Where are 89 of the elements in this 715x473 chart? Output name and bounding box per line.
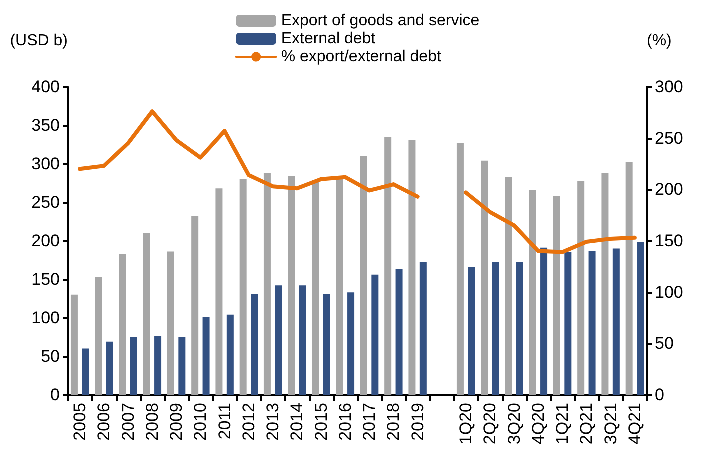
y-tick-label: 400 bbox=[32, 78, 60, 96]
bar bbox=[420, 262, 427, 395]
x-tick-label: 2012 bbox=[239, 403, 258, 441]
x-tick-label: 2Q21 bbox=[577, 403, 596, 445]
bar bbox=[516, 262, 524, 395]
legend-label: Export of goods and service bbox=[281, 12, 480, 30]
bar bbox=[119, 254, 126, 395]
bar bbox=[505, 177, 512, 395]
bar bbox=[529, 190, 536, 395]
legend-label: External debt bbox=[281, 30, 376, 48]
bar bbox=[226, 314, 234, 395]
y-tick-label: 250 bbox=[32, 193, 60, 212]
bar bbox=[106, 342, 114, 395]
y-tick-label: 100 bbox=[32, 308, 60, 328]
bar bbox=[275, 286, 282, 395]
bar bbox=[384, 137, 392, 395]
x-tick-label: 2018 bbox=[384, 403, 404, 441]
bar bbox=[178, 337, 186, 395]
x-tick-label: 4Q21 bbox=[625, 403, 644, 445]
bar bbox=[167, 252, 174, 395]
y-tick-label: 50 bbox=[41, 347, 60, 366]
bar bbox=[602, 173, 609, 395]
bar bbox=[564, 252, 572, 395]
x-tick-label: 2016 bbox=[336, 403, 355, 441]
bar bbox=[82, 348, 90, 395]
bar bbox=[130, 337, 138, 395]
y-tick-label: 300 bbox=[32, 154, 60, 174]
bar bbox=[626, 162, 633, 395]
y2-tick-label: 300 bbox=[655, 78, 684, 96]
bar bbox=[216, 188, 223, 395]
bar bbox=[360, 156, 368, 395]
bar bbox=[553, 196, 560, 395]
x-tick-label: 2005 bbox=[70, 403, 90, 441]
bar bbox=[264, 173, 271, 395]
bar bbox=[95, 277, 102, 395]
y2-tick-label: 200 bbox=[655, 180, 684, 200]
x-tick-label: 2013 bbox=[264, 403, 283, 441]
bar bbox=[468, 267, 476, 395]
bar bbox=[348, 292, 355, 395]
bar bbox=[288, 176, 296, 395]
x-tick-label: 2014 bbox=[288, 403, 307, 441]
x-tick-label: 2008 bbox=[142, 403, 162, 441]
y-tick-label: 200 bbox=[32, 232, 60, 250]
x-tick-label: 1Q21 bbox=[553, 403, 572, 445]
bar bbox=[240, 179, 247, 395]
x-tick-label: 2010 bbox=[191, 403, 210, 441]
y2-tick-label: 0 bbox=[655, 386, 664, 404]
bar bbox=[251, 294, 258, 395]
x-tick-label: 2017 bbox=[360, 403, 380, 441]
y2-tick-label: 100 bbox=[655, 282, 684, 302]
bar bbox=[202, 317, 210, 395]
bar bbox=[540, 248, 548, 395]
bar bbox=[578, 180, 585, 395]
x-tick-label: 1Q20 bbox=[456, 403, 476, 445]
x-tick-label: 2015 bbox=[312, 403, 331, 441]
x-tick-label: 4Q20 bbox=[528, 403, 548, 445]
bar bbox=[612, 248, 620, 395]
bar bbox=[637, 242, 644, 395]
bar bbox=[154, 336, 162, 395]
bar bbox=[396, 269, 403, 395]
legend-label: % export/external debt bbox=[281, 48, 442, 66]
bar bbox=[588, 251, 596, 395]
x-tick-label: 2011 bbox=[215, 403, 234, 440]
x-tick-label: 2Q20 bbox=[480, 403, 500, 445]
y2-tick-label: 150 bbox=[655, 232, 684, 250]
bar bbox=[299, 286, 306, 395]
bar bbox=[408, 140, 416, 395]
y2-tick-label: 50 bbox=[655, 334, 674, 354]
bar bbox=[143, 233, 150, 395]
y-tick-label: 150 bbox=[32, 270, 60, 289]
x-tick-label: 3Q20 bbox=[504, 403, 524, 445]
y-axis-title: (USD b) bbox=[10, 32, 68, 50]
x-tick-label: 3Q21 bbox=[601, 403, 620, 445]
y2-axis-title: (%) bbox=[647, 32, 672, 50]
bar bbox=[481, 160, 488, 395]
x-tick-label: 2006 bbox=[94, 403, 114, 441]
y-tick-label: 0 bbox=[50, 386, 60, 404]
bar bbox=[456, 143, 464, 395]
bar bbox=[70, 294, 78, 395]
y-tick-label: 350 bbox=[32, 116, 60, 135]
bar bbox=[323, 294, 330, 395]
x-tick-label: 2009 bbox=[167, 403, 186, 441]
bar bbox=[372, 274, 379, 395]
y2-tick-label: 250 bbox=[655, 128, 684, 148]
bar bbox=[492, 262, 500, 395]
x-tick-label: 2007 bbox=[118, 403, 138, 441]
bar bbox=[312, 180, 320, 395]
x-tick-label: 2019 bbox=[408, 403, 428, 441]
bar bbox=[192, 216, 199, 395]
